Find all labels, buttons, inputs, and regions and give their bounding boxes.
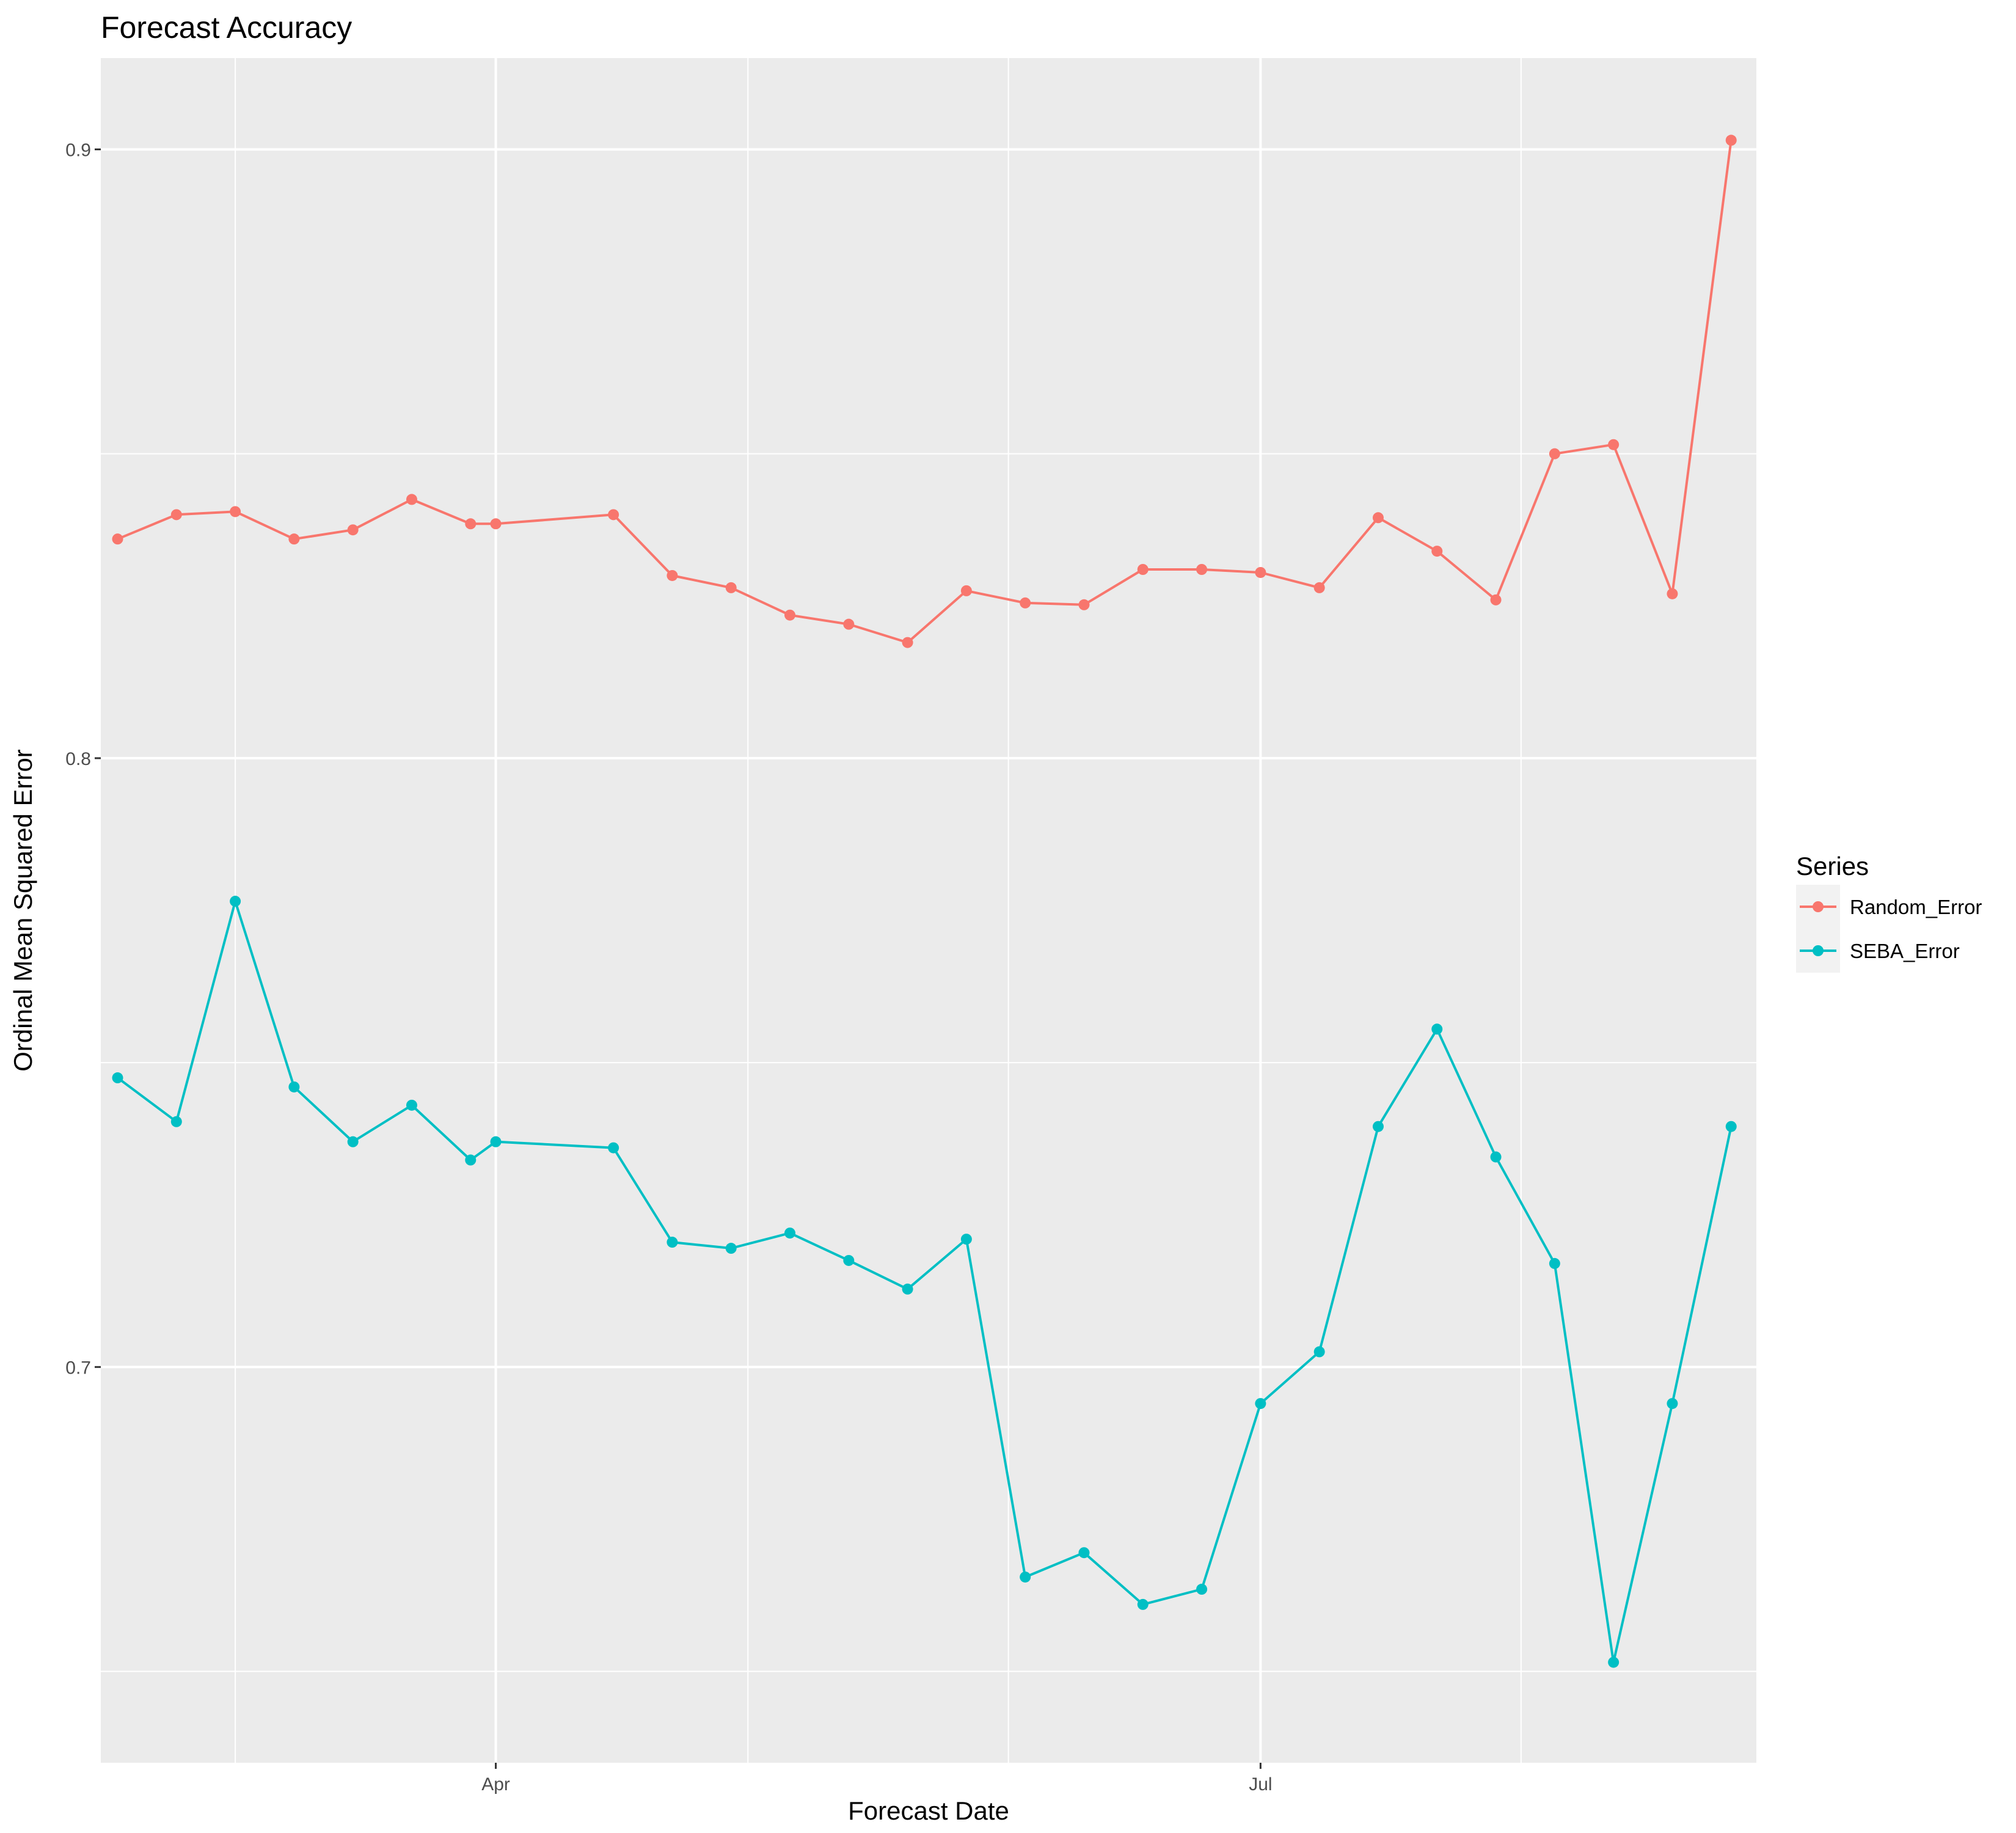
data-point-seba-error (347, 1136, 359, 1147)
data-point-seba-error (960, 1234, 972, 1245)
data-point-random-error (960, 585, 972, 596)
data-point-random-error (1196, 564, 1208, 575)
data-point-seba-error (490, 1136, 502, 1147)
legend-title: Series (1796, 852, 1869, 880)
data-point-seba-error (1549, 1257, 1560, 1269)
data-point-seba-error (465, 1154, 477, 1166)
data-point-seba-error (843, 1254, 855, 1266)
data-point-seba-error (667, 1237, 678, 1248)
data-point-seba-error (902, 1283, 913, 1295)
data-point-seba-error (1372, 1121, 1384, 1132)
data-point-random-error (1431, 546, 1443, 557)
data-point-seba-error (230, 896, 241, 907)
data-point-seba-error (725, 1243, 737, 1254)
y-tick-label: 0.7 (65, 1358, 91, 1378)
x-axis-ticks: Apr Jul (481, 1763, 1273, 1795)
data-point-random-error (1549, 448, 1560, 459)
x-tick-label: Apr (481, 1774, 510, 1795)
data-point-random-error (288, 533, 300, 545)
major-gridlines (101, 58, 1756, 1763)
data-point-seba-error (170, 1116, 182, 1127)
data-point-seba-error (1255, 1398, 1266, 1410)
data-point-seba-error (1196, 1584, 1208, 1595)
data-point-random-error (1313, 582, 1325, 593)
data-point-random-error (1137, 564, 1149, 575)
data-point-random-error (1020, 597, 1031, 609)
data-point-random-error (1667, 588, 1678, 599)
data-point-random-error (347, 524, 359, 536)
data-point-seba-error (1725, 1121, 1737, 1132)
plot-panel (101, 58, 1756, 1763)
legend-item-seba-error: SEBA_Error (1796, 929, 1960, 973)
data-point-seba-error (608, 1142, 619, 1154)
y-axis-ticks: 0.7 0.8 0.9 (65, 140, 101, 1378)
chart-title: Forecast Accuracy (101, 10, 352, 45)
minor-gridlines (101, 58, 1756, 1763)
series-seba-error (112, 896, 1737, 1668)
series-random-error (112, 134, 1737, 648)
data-point-random-error (784, 609, 796, 621)
data-point-random-error (1608, 439, 1620, 450)
data-point-random-error (1725, 134, 1737, 146)
data-point-seba-error (288, 1081, 300, 1092)
data-point-random-error (1490, 594, 1502, 606)
data-point-random-error (843, 618, 855, 630)
data-point-seba-error (1431, 1023, 1443, 1035)
series-layer (112, 134, 1737, 1668)
data-point-seba-error (1490, 1151, 1502, 1163)
data-point-seba-error (1137, 1598, 1149, 1610)
data-point-random-error (1255, 566, 1266, 578)
legend-key-point (1813, 945, 1824, 956)
x-tick-label: Jul (1249, 1774, 1272, 1795)
data-point-seba-error (1020, 1571, 1031, 1583)
data-point-random-error (1078, 599, 1090, 610)
y-axis-title: Ordinal Mean Squared Error (9, 749, 37, 1072)
data-point-random-error (667, 569, 678, 581)
data-point-random-error (465, 518, 477, 530)
data-point-seba-error (784, 1227, 796, 1239)
y-tick-label: 0.8 (65, 749, 91, 769)
data-point-random-error (406, 494, 417, 505)
legend-key-point (1813, 901, 1824, 912)
data-point-seba-error (1078, 1547, 1090, 1559)
data-point-random-error (608, 509, 619, 521)
legend-item-random-error: Random_Error (1796, 885, 1982, 929)
y-tick-label: 0.9 (65, 140, 91, 160)
series-line-random-error (117, 140, 1733, 644)
data-point-seba-error (1608, 1656, 1620, 1668)
data-point-random-error (170, 509, 182, 521)
data-point-random-error (490, 518, 502, 530)
legend-label-random-error: Random_Error (1850, 896, 1982, 918)
data-point-random-error (1372, 512, 1384, 524)
data-point-random-error (112, 533, 123, 545)
data-point-random-error (230, 506, 241, 518)
data-point-seba-error (1667, 1398, 1678, 1410)
legend: Series Random_Error SEBA_Error (1796, 852, 1982, 973)
data-point-seba-error (112, 1072, 123, 1084)
data-point-random-error (902, 637, 913, 648)
data-point-random-error (725, 582, 737, 593)
series-line-seba-error (117, 900, 1733, 1664)
data-point-seba-error (1313, 1346, 1325, 1358)
legend-label-seba-error: SEBA_Error (1850, 940, 1960, 962)
x-axis-title: Forecast Date (848, 1796, 1009, 1825)
data-point-seba-error (406, 1099, 417, 1111)
